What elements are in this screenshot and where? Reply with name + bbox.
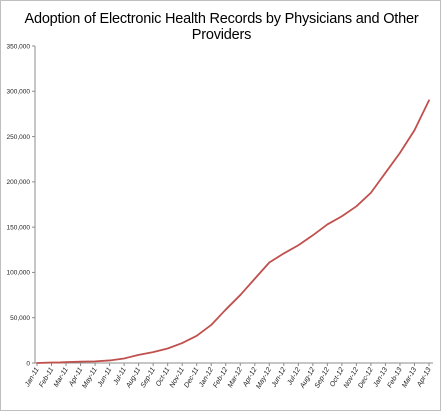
y-tick-label: 100,000 <box>7 270 31 277</box>
x-tick-label: Jun-11 <box>96 366 113 389</box>
chart-title: Adoption of Electronic Health Records by… <box>24 11 419 43</box>
x-tick-label: Mar-12 <box>227 366 244 389</box>
y-tick-label: 350,000 <box>7 43 31 50</box>
x-tick-label: Jun-12 <box>270 366 287 389</box>
series-line-0 <box>36 99 430 364</box>
y-tick-label: 0 <box>26 360 30 367</box>
y-tick-label: 300,000 <box>7 89 31 96</box>
y-tick-label: 250,000 <box>7 134 31 141</box>
y-tick-label: 50,000 <box>10 315 30 322</box>
x-tick-label: Sep-11 <box>140 366 157 389</box>
y-tick-label: 150,000 <box>7 224 31 231</box>
x-tick-label: Mar-13 <box>401 366 418 389</box>
y-tick-label: 200,000 <box>7 179 31 186</box>
x-tick-label: Mar-11 <box>53 366 70 388</box>
x-tick-label: Apr-13 <box>416 366 433 389</box>
